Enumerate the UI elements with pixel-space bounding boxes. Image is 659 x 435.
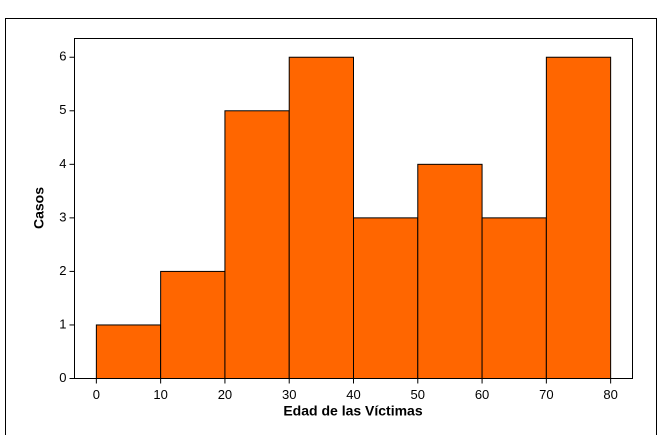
y-tick-label: 0 xyxy=(59,370,66,385)
bar xyxy=(288,56,355,380)
y-tick-label: 2 xyxy=(59,263,66,278)
bar xyxy=(95,324,162,380)
bar xyxy=(224,110,290,379)
y-tick-label: 5 xyxy=(59,102,66,117)
bar xyxy=(160,270,226,380)
x-tick-label: 80 xyxy=(603,387,617,402)
x-tick-label: 10 xyxy=(153,387,167,402)
x-tick-label: 30 xyxy=(282,387,296,402)
y-axis-label: Casos xyxy=(31,187,47,229)
x-tick-label: 0 xyxy=(93,387,100,402)
y-tick-label: 3 xyxy=(59,209,66,224)
y-tick-label: 1 xyxy=(59,316,66,331)
y-tick-label: 6 xyxy=(59,49,66,64)
x-tick-label: 20 xyxy=(218,387,232,402)
bar xyxy=(353,217,419,379)
x-axis-label: Edad de las Víctimas xyxy=(283,403,422,419)
bar xyxy=(545,56,612,380)
bar xyxy=(481,217,547,379)
x-tick-label: 50 xyxy=(411,387,425,402)
x-tick-label: 70 xyxy=(539,387,553,402)
x-tick-label: 60 xyxy=(475,387,489,402)
y-tick-label: 4 xyxy=(59,156,66,171)
bar xyxy=(417,163,483,379)
x-tick-label: 40 xyxy=(346,387,360,402)
